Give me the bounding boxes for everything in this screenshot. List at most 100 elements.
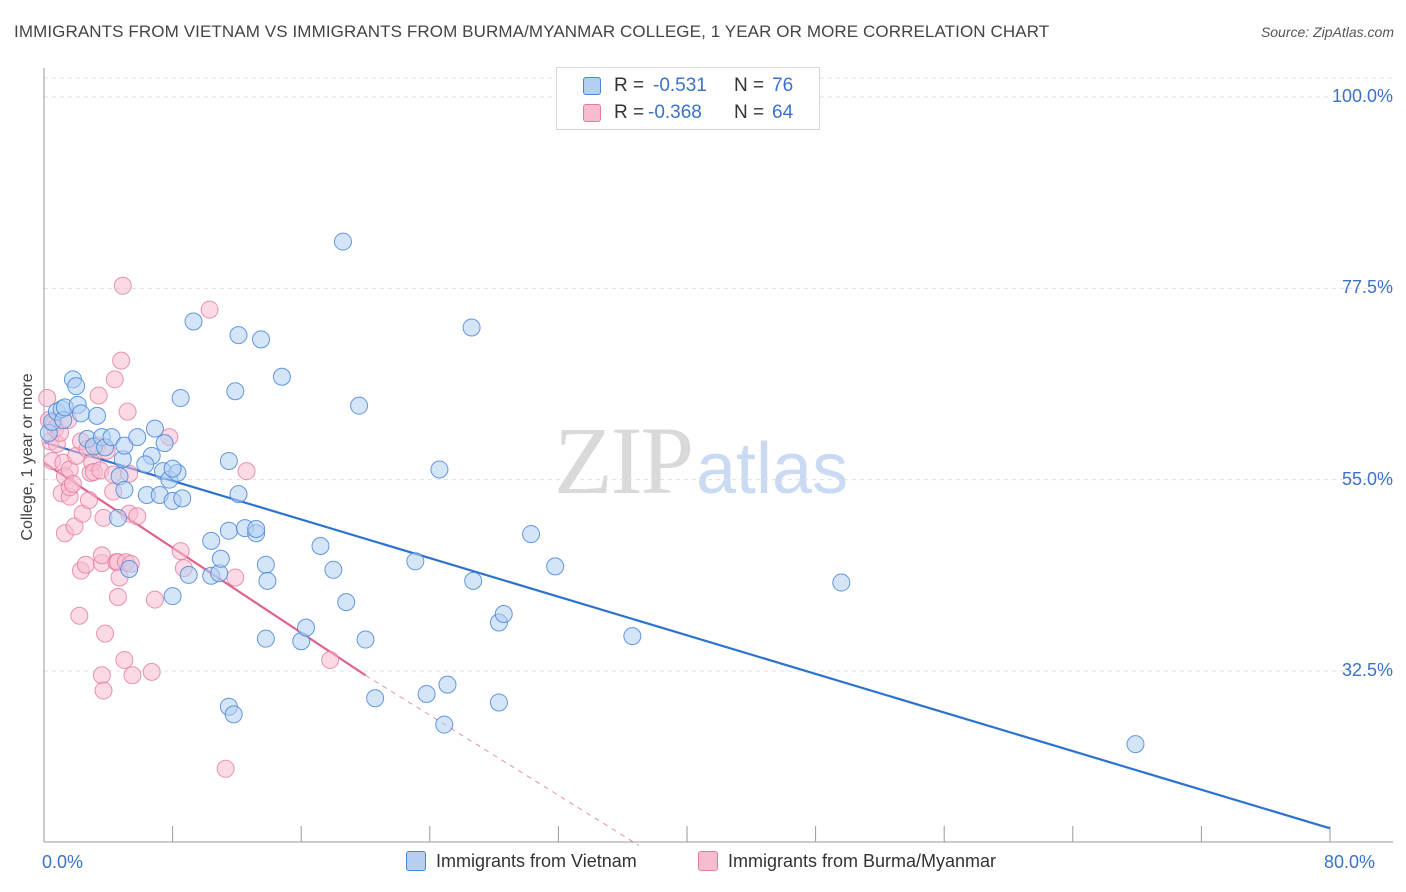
stats-row-vietnam: R = -0.531 N = 76 xyxy=(557,73,819,101)
vietnam-point xyxy=(350,396,369,415)
burma-point xyxy=(237,462,256,481)
vietnam-point xyxy=(623,627,642,646)
vietnam-point xyxy=(171,389,190,408)
vietnam-point xyxy=(324,560,343,579)
vietnam-point xyxy=(102,428,121,447)
burma-legend-swatch xyxy=(698,851,718,871)
vietnam-point xyxy=(145,419,164,438)
burma-point xyxy=(226,568,245,587)
vietnam-point xyxy=(173,489,192,508)
legend-label-vietnam: Immigrants from Vietnam xyxy=(436,851,637,871)
vietnam-point xyxy=(297,618,316,637)
vietnam-point xyxy=(115,480,134,499)
chart-title: IMMIGRANTS FROM VIETNAM VS IMMIGRANTS FR… xyxy=(14,22,1050,41)
correlation-stats-box: R = -0.531 N = 76 R = -0.368 N = 64 xyxy=(556,67,820,130)
burma-point xyxy=(92,666,111,685)
vietnam-point xyxy=(219,451,238,470)
n-label: N = xyxy=(734,75,765,96)
vietnam-point xyxy=(224,705,243,724)
vietnam-point xyxy=(494,605,513,624)
vietnam-point xyxy=(832,573,851,592)
vietnam-point xyxy=(115,436,134,455)
vietnam-point xyxy=(272,367,291,386)
vietnam-point xyxy=(417,684,436,703)
r-label: R = xyxy=(614,102,645,123)
y-tick-label: 77.5% xyxy=(1341,277,1393,298)
vietnam-point xyxy=(67,377,86,396)
vietnam-point xyxy=(226,382,245,401)
legend-item-vietnam[interactable]: Immigrants from Vietnam xyxy=(406,851,637,877)
burma-point xyxy=(171,542,190,561)
vietnam-point xyxy=(438,675,457,694)
vietnam-trend-line xyxy=(43,441,1331,830)
vietnam-point xyxy=(184,312,203,331)
burma-point xyxy=(108,588,127,607)
vietnam-point xyxy=(229,485,248,504)
vietnam-point xyxy=(333,232,352,251)
burma-trend-extension xyxy=(365,674,640,846)
burma-point xyxy=(70,606,89,625)
burma-point xyxy=(63,474,82,493)
vietnam-point xyxy=(430,460,449,479)
y-tick-label: 55.0% xyxy=(1341,468,1393,489)
vietnam-point xyxy=(406,552,425,571)
y-tick-label: 100.0% xyxy=(1331,86,1393,106)
vietnam-point xyxy=(247,519,266,538)
burma-point xyxy=(38,389,57,408)
vietnam-point xyxy=(71,404,90,423)
source-credit: Source: ZipAtlas.com xyxy=(1260,24,1394,40)
vietnam-point xyxy=(546,557,565,576)
burma-point xyxy=(96,624,115,643)
x-tick-label-max: 80.0% xyxy=(1324,852,1376,872)
y-axis-label: College, 1 year or more xyxy=(19,373,36,541)
vietnam-point xyxy=(163,587,182,606)
burma-point xyxy=(128,507,147,526)
legend-item-burma[interactable]: Immigrants from Burma/Myanmar xyxy=(698,851,996,877)
vietnam-point xyxy=(337,593,356,612)
burma-point xyxy=(89,386,108,405)
vietnam-point xyxy=(311,536,330,555)
burma-point xyxy=(200,300,219,319)
y-tick-label: 32.5% xyxy=(1341,660,1393,680)
vietnam-point xyxy=(128,428,147,447)
burma-point xyxy=(321,650,340,669)
burma-point xyxy=(80,491,99,510)
burma-point xyxy=(118,402,137,421)
vietnam-point xyxy=(252,330,271,349)
vietnam-point xyxy=(356,630,375,649)
vietnam-point xyxy=(88,406,107,425)
data-points xyxy=(38,232,1145,778)
vietnam-point xyxy=(179,565,198,584)
axes xyxy=(43,68,1393,843)
burma-point xyxy=(112,351,131,370)
n-value: 76 xyxy=(772,75,794,96)
vietnam-swatch xyxy=(583,77,601,95)
burma-point xyxy=(113,276,132,295)
r-label: R = xyxy=(614,75,645,96)
burma-point xyxy=(105,370,124,389)
vietnam-point xyxy=(108,508,127,527)
vietnam-point xyxy=(258,571,277,590)
burma-point xyxy=(123,666,142,685)
vietnam-legend-swatch xyxy=(406,851,426,871)
vietnam-point xyxy=(256,555,275,574)
vietnam-point xyxy=(256,629,275,648)
vietnam-point xyxy=(435,715,454,734)
vietnam-point xyxy=(155,434,174,453)
vietnam-point xyxy=(163,459,182,478)
watermark-atlas: atlas xyxy=(696,429,849,509)
vietnam-point xyxy=(489,693,508,712)
burma-point xyxy=(145,590,164,609)
vietnam-point xyxy=(211,549,230,568)
vietnam-point xyxy=(522,525,541,544)
vietnam-point xyxy=(219,521,238,540)
r-value: -0.531 xyxy=(653,75,707,96)
x-tick-label-min: 0.0% xyxy=(42,852,84,872)
n-value: 64 xyxy=(772,102,794,123)
legend-label-burma: Immigrants from Burma/Myanmar xyxy=(728,851,997,871)
vietnam-point xyxy=(229,326,248,345)
burma-point xyxy=(94,681,113,700)
burma-point xyxy=(115,650,134,669)
vietnam-point xyxy=(136,455,155,474)
